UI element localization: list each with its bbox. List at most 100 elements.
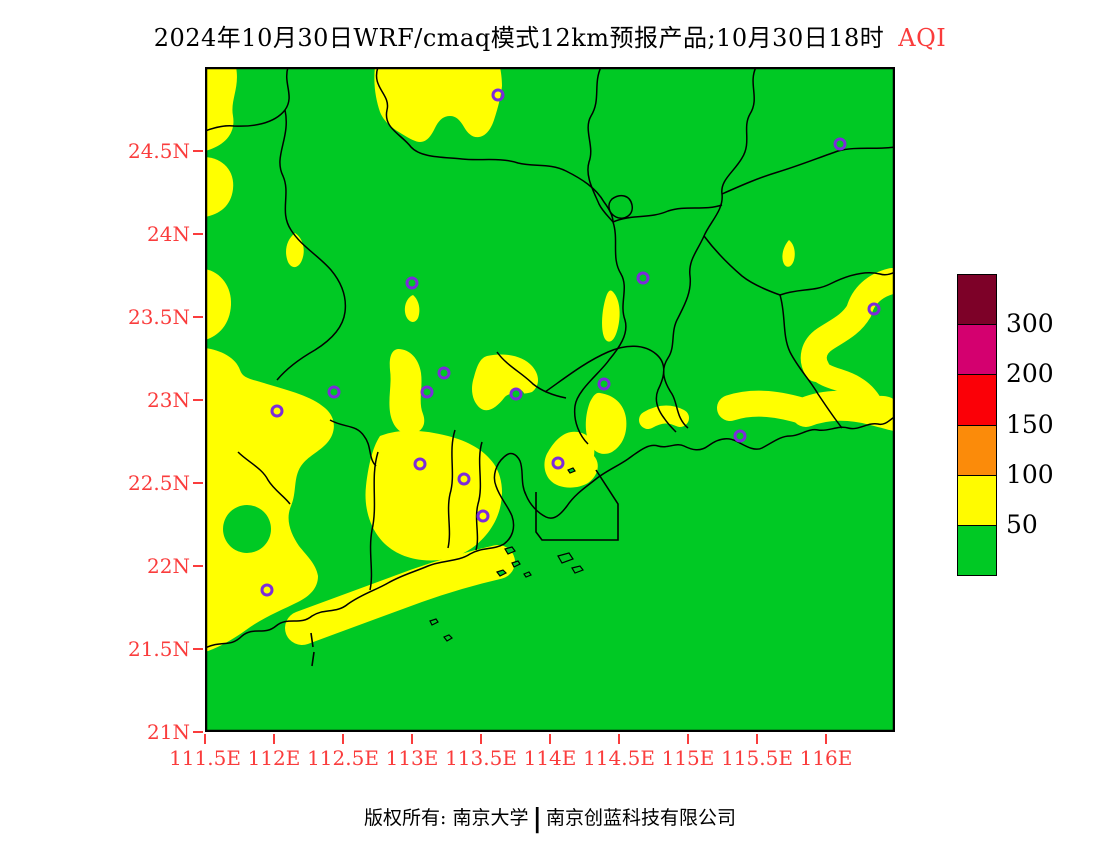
- province-boundary-line: [779, 271, 896, 296]
- island-outline: [511, 560, 521, 568]
- aqi-50-100-region: [544, 431, 598, 488]
- station-marker: [476, 509, 490, 523]
- station-marker: [327, 385, 341, 399]
- island-outline: [429, 618, 439, 626]
- colorbar-segment: [957, 374, 997, 426]
- forecast-map: [204, 66, 910, 733]
- figure-title-variable: AQI: [898, 24, 947, 52]
- lat-tick-mark: [193, 648, 203, 650]
- aqi-50-100-region: [205, 157, 234, 217]
- colorbar-label: 50: [1006, 510, 1038, 539]
- province-boundary-line: [204, 66, 290, 132]
- province-boundary-line: [721, 146, 896, 195]
- lat-tick-mark: [193, 482, 203, 484]
- island-outline: [443, 634, 453, 642]
- island-outline: [571, 565, 584, 574]
- aqi-50-100-band: [791, 390, 910, 431]
- lon-tick-mark: [687, 734, 689, 744]
- figure-title-text: 2024年10月30日WRF/cmaq模式12km预报产品;10月30日18时: [153, 24, 885, 52]
- colorbar-segment: [957, 324, 997, 376]
- copyright-company: 南京创蓝科技有限公司: [545, 807, 736, 829]
- lon-tick-mark: [411, 734, 413, 744]
- island-outline: [523, 571, 532, 578]
- station-marker: [437, 366, 451, 380]
- lon-tick-mark: [342, 734, 344, 744]
- lon-tick-label: 113E: [385, 746, 439, 770]
- province-boundary-line: [475, 441, 483, 551]
- province-boundary-line: [329, 419, 377, 467]
- aqi-50-100-region: [404, 295, 420, 322]
- lat-tick-mark: [193, 731, 203, 733]
- lon-tick-mark: [273, 734, 275, 744]
- province-boundary-line: [375, 66, 614, 223]
- station-marker: [413, 457, 427, 471]
- aqi-50-100-band: [285, 545, 515, 645]
- lon-tick-mark: [825, 734, 827, 744]
- lat-tick-mark: [193, 399, 203, 401]
- lon-tick-label: 111.5E: [169, 746, 241, 770]
- special-region-box: [535, 469, 619, 541]
- lon-tick-label: 114E: [523, 746, 577, 770]
- province-boundary-line: [779, 294, 843, 429]
- colorbar-segment: [957, 474, 997, 527]
- province-boundary-line: [276, 109, 347, 381]
- aqi-50-100-region: [286, 233, 304, 268]
- aqi-50-100-region: [585, 392, 627, 454]
- colorbar-segment: [957, 524, 997, 577]
- province-boundary-line: [612, 204, 723, 223]
- province-boundary-line: [587, 66, 614, 223]
- figure-title: 2024年10月30日WRF/cmaq模式12km预报产品;10月30日18时 A…: [0, 18, 1100, 53]
- lon-tick-label: 115.5E: [721, 746, 793, 770]
- aqi-50-100-region: [472, 354, 538, 411]
- lat-tick-label: 23.5N: [127, 305, 190, 329]
- province-boundary-line: [573, 221, 627, 445]
- province-boundary-line: [608, 194, 633, 219]
- island-outline: [557, 552, 574, 564]
- aqi-50-100-region: [602, 290, 620, 342]
- colorbar-segment: [957, 424, 997, 477]
- station-marker: [833, 137, 847, 151]
- aqi-50-100-region: [365, 430, 502, 561]
- island-outline: [567, 467, 576, 474]
- station-marker: [867, 302, 881, 316]
- aqi-below-50-pocket: [223, 505, 271, 553]
- lat-tick-mark: [193, 565, 203, 567]
- station-marker: [551, 456, 565, 470]
- station-marker: [491, 88, 505, 102]
- province-boundary-line: [496, 351, 567, 399]
- province-boundary-line: [237, 451, 291, 505]
- lon-tick-label: 114.5E: [583, 746, 655, 770]
- lat-tick-label: 24.5N: [127, 139, 190, 163]
- station-marker: [509, 387, 523, 401]
- copyright-footer: 版权所有: 南京大学 | 南京创蓝科技有限公司: [0, 803, 1100, 834]
- island-outline: [496, 569, 508, 577]
- colorbar-label: 150: [1006, 410, 1054, 439]
- colorbar-label: 300: [1006, 309, 1054, 338]
- lat-tick-label: 21N: [147, 720, 190, 744]
- lat-tick-mark: [193, 316, 203, 318]
- lon-tick-mark: [618, 734, 620, 744]
- lat-tick-mark: [193, 233, 203, 235]
- lon-tick-label: 115E: [661, 746, 715, 770]
- aqi-50-100-region: [374, 67, 502, 142]
- station-marker: [597, 377, 611, 391]
- lon-tick-mark: [756, 734, 758, 744]
- colorbar-label: 200: [1006, 359, 1054, 388]
- station-marker: [260, 583, 274, 597]
- lon-tick-mark: [549, 734, 551, 744]
- aqi-50-100-region: [389, 349, 425, 435]
- lat-tick-label: 24N: [147, 222, 190, 246]
- lon-tick-mark: [204, 734, 206, 744]
- lon-tick-label: 113.5E: [445, 746, 517, 770]
- lat-tick-label: 21.5N: [127, 637, 190, 661]
- province-boundary-line: [703, 235, 781, 296]
- copyright-holder: 版权所有: 南京大学: [364, 807, 529, 829]
- station-marker: [420, 385, 434, 399]
- lon-tick-label: 116E: [799, 746, 853, 770]
- station-marker: [457, 472, 471, 486]
- colorbar-label: 100: [1006, 460, 1054, 489]
- lat-tick-mark: [193, 150, 203, 152]
- station-marker: [270, 404, 284, 418]
- lat-tick-label: 23N: [147, 388, 190, 412]
